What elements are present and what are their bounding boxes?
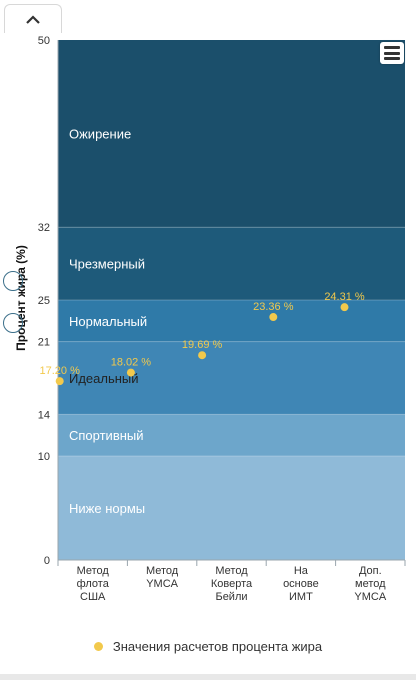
data-point [198, 351, 207, 360]
band-0 [58, 456, 405, 560]
chart-legend: Значения расчетов процента жира [0, 636, 416, 656]
menu-line-icon [384, 51, 400, 55]
y-tick-label: 32 [38, 222, 50, 234]
x-tick-label: Метод YMCA [146, 565, 179, 590]
chevron-up-icon [26, 15, 40, 24]
data-point [55, 377, 64, 386]
data-point [340, 303, 349, 312]
y-tick-label: 0 [44, 555, 50, 567]
band-label: Спортивный [69, 428, 144, 443]
data-label: 18.02 % [111, 357, 152, 369]
x-tick-label: Метод флота США [77, 565, 110, 603]
chart-menu-button[interactable] [380, 42, 404, 64]
band-5 [58, 40, 405, 228]
band-2 [58, 341, 405, 415]
data-label: 17.20 % [40, 365, 81, 377]
y-axis-title: Процент жира (%) [14, 245, 28, 351]
y-tick-label: 10 [38, 451, 50, 463]
data-label: 24.31 % [324, 291, 365, 303]
data-point [269, 313, 278, 322]
data-label: 23.36 % [253, 301, 294, 313]
band-label: Нормальный [69, 314, 147, 329]
bottom-bar [0, 674, 416, 680]
legend-label: Значения расчетов процента жира [112, 638, 323, 654]
top-bar [0, 0, 416, 38]
legend-marker [93, 641, 103, 651]
menu-line-icon [384, 46, 400, 49]
x-tick-label: Доп. метод YMCA [354, 565, 386, 603]
menu-line-icon [384, 57, 400, 60]
y-tick-label: 25 [38, 295, 50, 307]
band-label: Ожирение [69, 127, 131, 142]
scroll-up-circle[interactable] [3, 271, 23, 291]
data-point [126, 368, 135, 377]
x-tick-label: Метод Коверта Бейли [211, 565, 253, 603]
y-tick-label: 14 [38, 409, 50, 421]
y-tick-label: 50 [38, 35, 50, 47]
collapse-button[interactable] [4, 4, 62, 33]
band-label: Ниже нормы [69, 501, 145, 516]
band-4 [58, 227, 405, 300]
y-tick-label: 21 [38, 337, 50, 349]
x-tick-label: На основе ИМТ [283, 565, 319, 603]
data-label: 19.69 % [182, 339, 223, 351]
scroll-down-circle[interactable] [3, 313, 23, 333]
band-label: Идеальный [69, 371, 139, 386]
band-label: Чрезмерный [69, 257, 145, 272]
band-1 [58, 414, 405, 456]
